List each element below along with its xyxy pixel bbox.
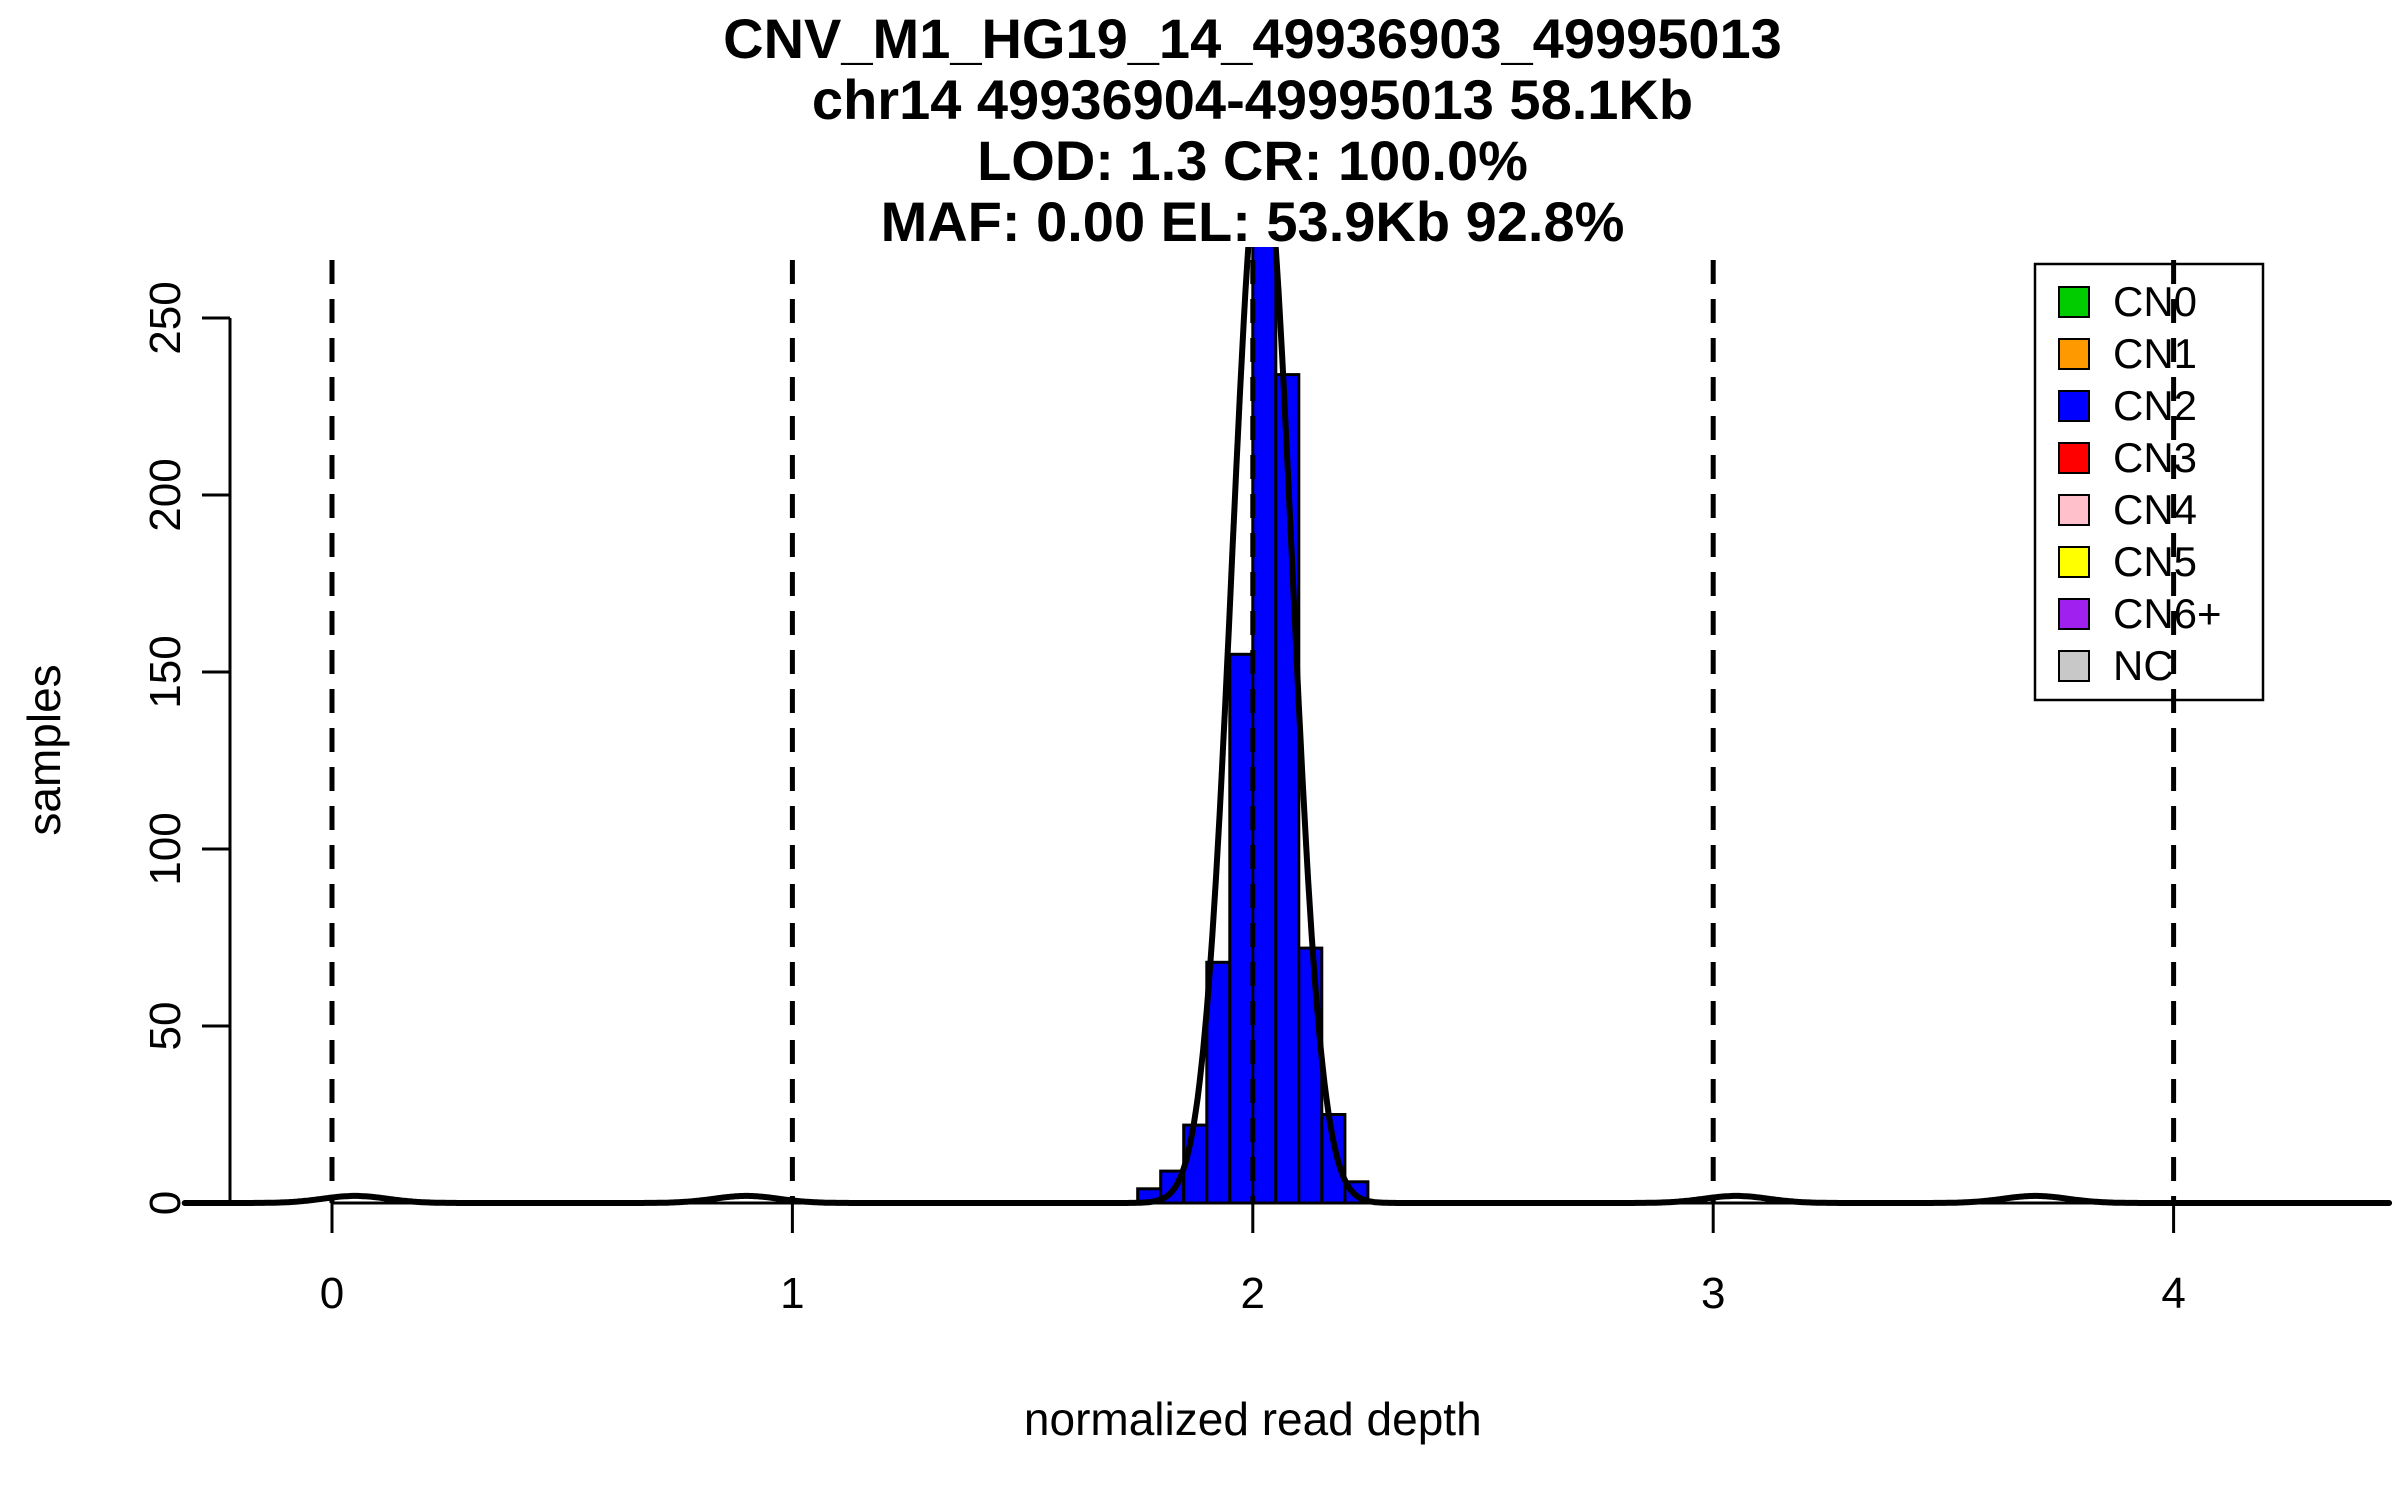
legend-label: CN3 [2113, 434, 2197, 481]
title-line-3: LOD: 1.3 CR: 100.0% [977, 129, 1528, 192]
title-line-2: chr14 49936904-49995013 58.1Kb [811, 68, 1694, 131]
legend-swatch-cn4 [2058, 494, 2090, 526]
x-axis-title: normalized read depth [1024, 1393, 1482, 1445]
y-tick-label: 0 [141, 1191, 190, 1215]
legend-label: CN0 [2113, 278, 2197, 325]
legend-label: CN5 [2113, 538, 2197, 585]
legend-swatch-cn3 [2058, 442, 2090, 474]
y-tick-label: 100 [141, 812, 190, 885]
y-tick-label: 150 [141, 635, 190, 708]
x-tick-label: 3 [1701, 1269, 1725, 1318]
legend-swatch-cn6plus [2058, 598, 2090, 630]
y-tick-label: 50 [141, 1002, 190, 1051]
y-axis-title: samples [18, 664, 70, 835]
x-tick-label: 0 [320, 1269, 344, 1318]
legend-swatch-cn0 [2058, 286, 2090, 318]
legend-swatch-cn5 [2058, 546, 2090, 578]
legend-label: CN6+ [2113, 590, 2222, 637]
legend-swatch-nc [2058, 650, 2090, 682]
legend-label: CN2 [2113, 382, 2197, 429]
histogram-bar [1251, 247, 1278, 1205]
title-line-1: CNV_M1_HG19_14_49936903_49995013 [723, 7, 1782, 70]
y-tick-label: 200 [141, 458, 190, 531]
x-tick-label: 2 [1241, 1269, 1265, 1318]
legend-label: CN1 [2113, 330, 2197, 377]
title-line-4: MAF: 0.00 EL: 53.9Kb 92.8% [880, 190, 1625, 253]
legend-swatch-cn2 [2058, 390, 2090, 422]
x-tick-label: 1 [780, 1269, 804, 1318]
histogram-bar [1228, 652, 1255, 1205]
y-tick-label: 250 [141, 281, 190, 354]
x-tick-label: 4 [2161, 1269, 2185, 1318]
chart-title-block: CNV_M1_HG19_14_49936903_49995013 chr14 4… [105, 8, 2400, 252]
legend-swatch-cn1 [2058, 338, 2090, 370]
legend-label: CN4 [2113, 486, 2197, 533]
legend-label: NC [2113, 642, 2174, 689]
